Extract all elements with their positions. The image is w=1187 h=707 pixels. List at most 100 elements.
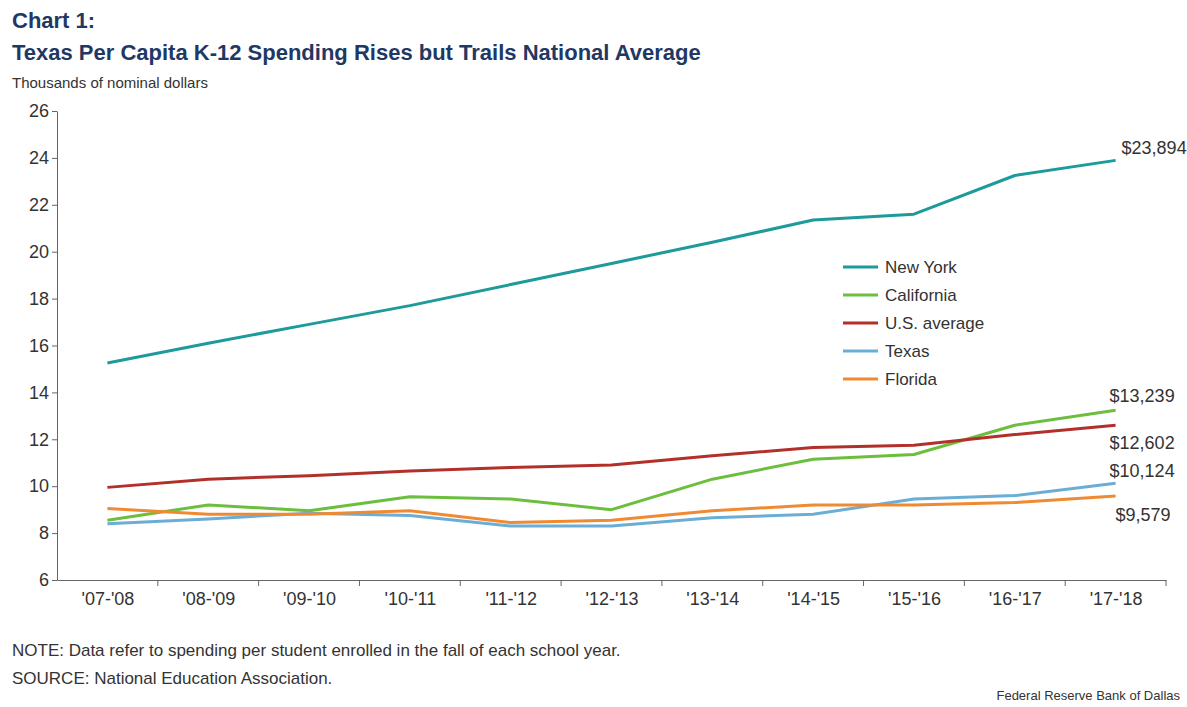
y-tick-mark xyxy=(52,580,57,581)
x-tick: '09-'10 xyxy=(283,589,336,609)
y-tick-label: 16 xyxy=(29,336,49,356)
y-tick-label: 10 xyxy=(29,476,49,496)
legend-item: New York xyxy=(843,258,957,277)
data-labels: $23,894 $13,239 $12,602 $10,124 $9,579 xyxy=(1110,138,1187,525)
x-tick-label: '07-'08 xyxy=(81,589,134,609)
y-tick-label: 20 xyxy=(29,242,49,262)
x-tick-label: '10-'11 xyxy=(385,589,437,609)
x-separator xyxy=(964,580,965,586)
legend-label: Florida xyxy=(885,370,938,389)
legend-swatch xyxy=(843,266,878,269)
y-tick: 14 xyxy=(29,383,57,403)
legend-label: New York xyxy=(885,258,957,277)
lines xyxy=(107,160,1115,526)
source: SOURCE: National Education Association. xyxy=(12,669,332,688)
y-tick: 10 xyxy=(29,476,57,496)
y-tick-mark xyxy=(52,205,57,206)
x-separator xyxy=(1166,580,1167,586)
y-tick-mark xyxy=(52,252,57,253)
legend-swatch xyxy=(843,294,878,297)
y-tick-mark xyxy=(52,533,57,534)
x-tick-label: '08-'09 xyxy=(182,589,235,609)
y-tick-mark xyxy=(52,299,57,300)
y-tick: 12 xyxy=(29,430,57,450)
line-series xyxy=(107,496,1115,522)
y-tick: 16 xyxy=(29,336,57,356)
x-tick: '07-'08 xyxy=(81,589,134,609)
x-tick-label: '16-'17 xyxy=(989,589,1042,609)
legend-item: U.S. average xyxy=(843,314,984,333)
title: Texas Per Capita K-12 Spending Rises but… xyxy=(12,40,701,65)
y-tick-label: 18 xyxy=(29,289,49,309)
y-tick: 26 xyxy=(29,101,57,121)
x-tick-label: '15-'16 xyxy=(888,589,941,609)
x-tick-label: '14-'15 xyxy=(787,589,840,609)
y-axis-line xyxy=(57,112,58,581)
x-tick: '13-'14 xyxy=(686,589,739,609)
x-tick-label: '11-'12 xyxy=(485,589,537,609)
y-tick-mark xyxy=(52,486,57,487)
y-tick-mark xyxy=(52,392,57,393)
legend-item: Texas xyxy=(843,342,929,361)
y-tick: 6 xyxy=(39,570,57,590)
y-tick: 18 xyxy=(29,289,57,309)
data-label: $10,124 xyxy=(1110,461,1175,481)
note: NOTE: Data refer to spending per student… xyxy=(12,641,621,660)
y-axis-title: Thousands of nominal dollars xyxy=(12,74,208,91)
y-tick-mark xyxy=(52,346,57,347)
x-separator xyxy=(561,580,562,586)
data-label: $12,602 xyxy=(1110,433,1175,453)
x-tick-label: '17-'18 xyxy=(1090,589,1143,609)
credit: Federal Reserve Bank of Dallas xyxy=(996,688,1180,703)
y-tick: 8 xyxy=(39,523,57,543)
x-tick: '16-'17 xyxy=(989,589,1042,609)
legend-swatch xyxy=(843,322,878,325)
x-tick: '15-'16 xyxy=(888,589,941,609)
y-axis: 6 8 10 12 14 16 18 20 22 24 26 xyxy=(29,101,58,590)
x-separator xyxy=(863,580,864,586)
x-separator xyxy=(359,580,360,586)
x-separator xyxy=(460,580,461,586)
x-tick: '11-'12 xyxy=(485,589,537,609)
legend-item: California xyxy=(843,286,957,305)
x-tick-label: '12-'13 xyxy=(586,589,639,609)
title: Chart 1: xyxy=(12,8,95,33)
y-tick-label: 14 xyxy=(29,383,49,403)
y-tick-label: 12 xyxy=(29,430,49,450)
y-tick: 20 xyxy=(29,242,57,262)
y-tick-label: 26 xyxy=(29,101,49,121)
x-separator xyxy=(157,580,158,586)
y-tick-mark xyxy=(52,111,57,112)
data-label: $23,894 xyxy=(1122,138,1187,158)
legend-label: California xyxy=(885,286,957,305)
x-axis-line xyxy=(58,580,1167,581)
legend-label: U.S. average xyxy=(885,314,984,333)
x-separator xyxy=(762,580,763,586)
y-tick: 24 xyxy=(29,148,57,168)
x-separator xyxy=(258,580,259,586)
y-tick-label: 8 xyxy=(39,523,49,543)
legend-swatch xyxy=(843,350,878,353)
x-axis: '07-'08 '08-'09 '09-'10 '10-'11 '11-'12 '12-'… xyxy=(58,581,1167,609)
data-label: $9,579 xyxy=(1116,505,1171,525)
y-tick: 22 xyxy=(29,195,57,215)
line-series xyxy=(107,425,1115,487)
legend-label: Texas xyxy=(885,342,929,361)
x-tick: '12-'13 xyxy=(586,589,639,609)
y-tick-mark xyxy=(52,439,57,440)
legend: New York California U.S. average Texas Flori… xyxy=(843,258,984,389)
data-label: $13,239 xyxy=(1110,386,1175,406)
y-tick-label: 24 xyxy=(29,148,49,168)
x-separator xyxy=(661,580,662,586)
x-separator xyxy=(1065,580,1066,586)
x-tick: '17-'18 xyxy=(1090,589,1143,609)
x-tick: '14-'15 xyxy=(787,589,840,609)
y-tick-label: 6 xyxy=(39,570,49,590)
line-series xyxy=(107,483,1115,526)
y-tick-mark xyxy=(52,158,57,159)
chart: Chart 1: Texas Per Capita K-12 Spending R… xyxy=(0,0,1187,707)
legend-swatch xyxy=(843,378,878,381)
x-tick: '08-'09 xyxy=(182,589,235,609)
line-series xyxy=(107,160,1115,363)
y-tick-label: 22 xyxy=(29,195,49,215)
